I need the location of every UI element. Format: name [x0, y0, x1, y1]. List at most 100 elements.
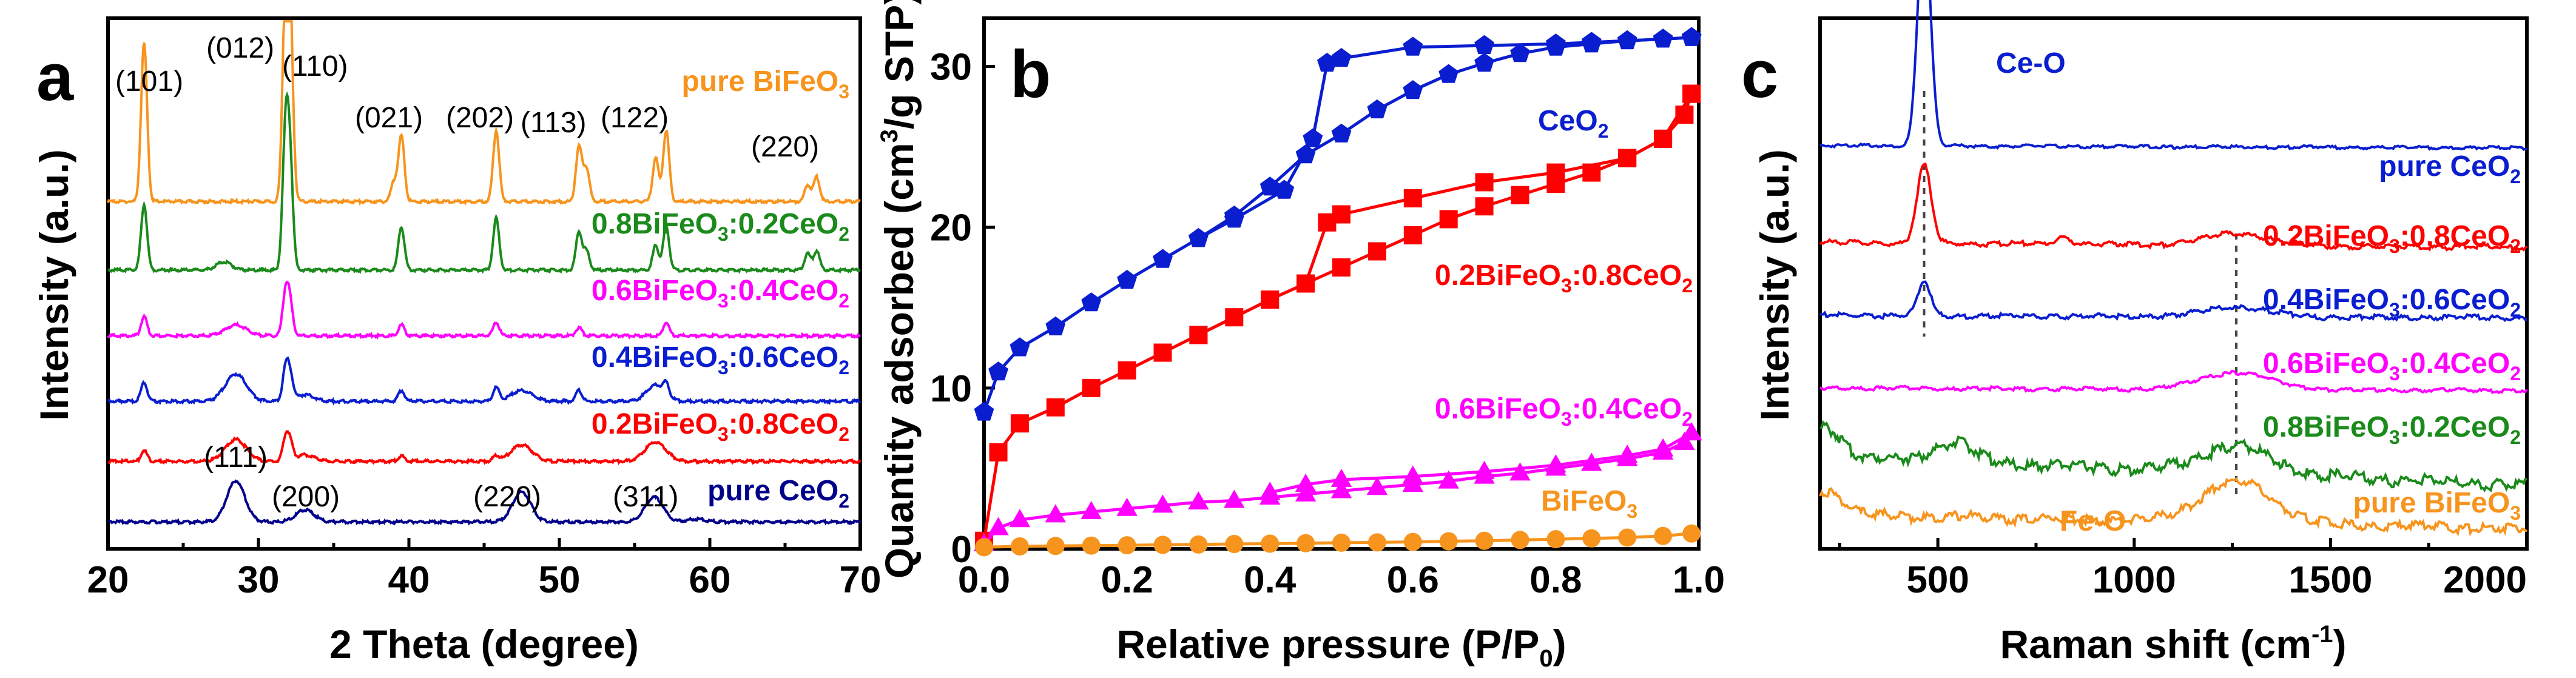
adsorption-point-bifeo3 [1082, 536, 1101, 555]
adsorption-point-0-6bifeo3-0-4ceo2 [1224, 489, 1245, 508]
x-axis-title-c-main: Raman shift (cm [2000, 622, 2311, 666]
y-tick-label-b: 30 [930, 47, 972, 89]
xrd-label-0-6bifeo3-0-4ceo2-part: :0.4CeO [729, 275, 838, 307]
adsorption-point-bifeo3 [1439, 532, 1458, 551]
y-axis-title-b-main: Quantity adsorbed (cm [877, 143, 922, 579]
iso-label-bifeo3: BiFeO3 [1541, 485, 1637, 522]
adsorption-point-0-2bifeo3-0-8ceo2 [989, 443, 1008, 462]
raman-label-0-8bifeo3-0-2ceo2-part: 2 [2510, 426, 2521, 448]
raman-line-0-6bifeo3-0-4ceo2 [1819, 370, 2528, 394]
desorption-point-0-6bifeo3-0-4ceo2 [1616, 445, 1638, 463]
adsorption-point-ceo2 [1474, 53, 1494, 72]
xrd-label-pure-ceo2-part: 2 [838, 490, 849, 512]
desorption-point-0-6bifeo3-0-4ceo2 [1330, 468, 1352, 487]
desorption-point-ceo2 [1681, 27, 1702, 46]
panel-letter-b: b [1010, 37, 1051, 112]
adsorption-point-bifeo3 [1118, 536, 1136, 555]
y-axis-title-b-end: /g STP) [877, 0, 922, 129]
iso-label-ceo2-part: CeO [1538, 105, 1598, 137]
panel-letter-c: c [1741, 37, 1778, 112]
desorption-point-ceo2 [1617, 30, 1637, 50]
adsorption-point-0-2bifeo3-0-8ceo2 [1511, 186, 1529, 204]
desorption-point-ceo2 [1274, 180, 1295, 199]
adsorption-point-0-6bifeo3-0-4ceo2 [1674, 432, 1695, 450]
adsorption-point-bifeo3 [1403, 532, 1422, 551]
y-axis-title-c: Intensity (a.u.) [1752, 149, 1797, 420]
raman-label-0-4bifeo3-0-6ceo2: 0.4BiFeO3:0.6CeO2 [2263, 284, 2521, 321]
x-tick-label-c-500: 500 [1906, 559, 1969, 601]
xrd-label-0-2bifeo3-0-8ceo2: 0.2BiFeO3:0.8CeO2 [592, 408, 849, 445]
series-b [973, 27, 1702, 557]
raman-label-0-8bifeo3-0-2ceo2-part: 0.8BiFeO [2263, 411, 2389, 443]
adsorption-point-bifeo3 [1511, 531, 1529, 549]
xrd-line-pure-bifeo3 [107, 20, 861, 206]
x-axis-title-c-end: ) [2333, 622, 2347, 666]
desorption-point-0-2bifeo3-0-8ceo2 [1475, 173, 1494, 192]
raman-line-pure-ceo2 [1819, 0, 2527, 151]
raman-line-0-8bifeo3-0-2ceo2 [1819, 420, 2527, 492]
adsorption-point-bifeo3 [1582, 529, 1601, 548]
raman-label-pure-ceo2-part: pure CeO [2379, 150, 2510, 183]
raman-label-0-6bifeo3-0-4ceo2-part: 3 [2389, 363, 2400, 384]
hkl-annotations-a: (101) (012) (110) (021) (202) (113) (122… [115, 32, 819, 513]
y-tick-label-b: 20 [930, 207, 972, 249]
xrd-line-pure-ceo2 [107, 479, 861, 526]
hkl-111: (111) [204, 441, 268, 474]
iso-label-06bfo-part: 3 [1561, 408, 1572, 430]
hkl-311: (311) [613, 481, 679, 513]
desorption-point-0-2bifeo3-0-8ceo2 [1654, 129, 1673, 148]
xrd-label-0-6bifeo3-0-4ceo2-part: 2 [838, 290, 849, 312]
annotation-fe-o: Fe-O [2060, 505, 2126, 537]
iso-label-06bfo-part: :0.4CeO [1572, 393, 1682, 425]
xrd-label-0-2bifeo3-0-8ceo2-part: 2 [838, 423, 849, 445]
desorption-point-ceo2 [1546, 33, 1566, 53]
x-axis-title-b-end: ) [1553, 622, 1566, 666]
adsorption-point-0-6bifeo3-0-4ceo2 [1081, 501, 1102, 520]
y-axis-title-b: Quantity adsorbed (cm3/g STP) [876, 0, 922, 579]
isotherm-bifeo3 [975, 524, 1701, 557]
isotherm-ceo2 [974, 27, 1702, 421]
adsorption-point-bifeo3 [1475, 531, 1494, 550]
desorption-point-0-2bifeo3-0-8ceo2 [1318, 213, 1337, 232]
desorption-point-0-2bifeo3-0-8ceo2 [1618, 149, 1637, 167]
raman-label-0-8bifeo3-0-2ceo2-part: 3 [2389, 426, 2400, 448]
desorption-point-0-6bifeo3-0-4ceo2 [1545, 454, 1566, 473]
adsorption-point-bifeo3 [1654, 526, 1673, 545]
series-c [1819, 0, 2528, 537]
panel-a-xrd: a 20 30 40 50 60 70 pure BiFeO30.8BiFeO3:0.2C… [32, 16, 882, 666]
iso-label-02bfo: 0.2BiFeO3:0.8CeO2 [1435, 260, 1693, 297]
x-tick-label-b: 0.2 [1101, 559, 1153, 601]
adsorption-point-0-6bifeo3-0-4ceo2 [1188, 491, 1209, 510]
xrd-label-pure-ceo2: pure CeO2 [707, 475, 849, 512]
x-tick-label-a-50: 50 [539, 559, 581, 601]
xrd-label-0-8bifeo3-0-2ceo2-part: :0.2CeO [729, 208, 838, 240]
x-tick-label-c-1500: 1500 [2288, 559, 2372, 601]
adsorption-point-bifeo3 [1261, 534, 1280, 553]
series-labels-b: CeO20.2BiFeO3:0.8CeO20.6BiFeO3:0.4CeO2Bi… [1435, 105, 1693, 522]
adsorption-point-0-6bifeo3-0-4ceo2 [1366, 477, 1388, 495]
raman-label-0-4bifeo3-0-6ceo2-part: 3 [2389, 299, 2400, 321]
y-axis-title-a: Intensity (a.u.) [32, 149, 76, 420]
raman-label-0-2bifeo3-0-8ceo2-part: 0.2BiFeO [2263, 220, 2389, 252]
raman-label-pure-bifeo3-part: pure BiFeO [2353, 487, 2510, 519]
hkl-101: (101) [115, 65, 183, 98]
xrd-label-0-4bifeo3-0-6ceo2-part: 2 [838, 357, 849, 378]
desorption-point-0-2bifeo3-0-8ceo2 [1546, 163, 1565, 182]
raman-label-pure-bifeo3-part: 3 [2510, 502, 2521, 524]
raman-label-pure-ceo2: pure CeO2 [2379, 150, 2521, 187]
panel-c-raman: c 500 1000 1500 2000 pure CeO20.2BiFeO3:0.8… [1741, 0, 2529, 666]
desorption-point-0-2bifeo3-0-8ceo2 [1189, 326, 1208, 344]
x-tick-label-a-30: 30 [238, 559, 280, 601]
desorption-point-0-6bifeo3-0-4ceo2 [1474, 460, 1495, 479]
iso-label-ceo2-part: 2 [1598, 120, 1609, 142]
desorption-point-ceo2 [1653, 29, 1673, 48]
iso-label-02bfo-part: :0.8CeO [1572, 260, 1682, 292]
adsorption-point-0-6bifeo3-0-4ceo2 [1009, 509, 1031, 528]
x-tick-label-c-2000: 2000 [2443, 559, 2527, 601]
iso-label-06bfo-part: 0.6BiFeO [1435, 393, 1561, 425]
reference-lines-c [1923, 91, 2238, 497]
x-tick-label-b: 1.0 [1673, 559, 1725, 601]
xrd-label-pure-ceo2-part: pure CeO [707, 475, 838, 507]
x-tick-label-a-70: 70 [840, 559, 882, 601]
